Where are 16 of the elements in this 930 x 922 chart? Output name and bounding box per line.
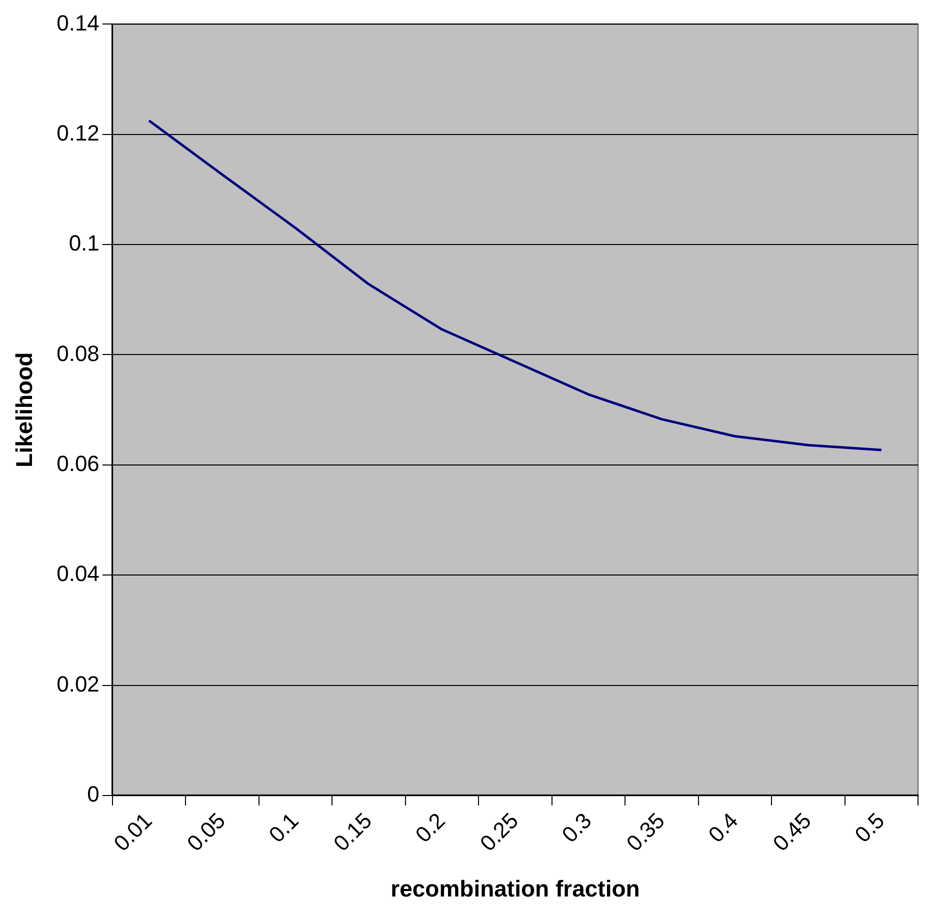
x-tick-label: 0.4 (703, 808, 743, 848)
x-axis-title: recombination fraction (390, 876, 640, 902)
y-tick-label: 0.12 (56, 120, 100, 146)
x-tick-label: 0.2 (410, 808, 450, 848)
y-tick-label: 0.02 (56, 671, 100, 696)
x-tick-label: 0.5 (850, 808, 890, 848)
y-tick-label: 0.06 (56, 450, 100, 476)
y-tick-label: 0.1 (68, 230, 100, 256)
y-tick-label: 0.08 (56, 340, 100, 366)
x-tick-label: 0.01 (108, 808, 157, 856)
y-axis-title: Likelihood (11, 352, 38, 468)
y-tick-label: 0.04 (56, 561, 100, 586)
y-tick-label: 0 (87, 782, 100, 807)
x-tick-label: 0.1 (264, 808, 304, 848)
x-tick-label: 0.3 (556, 808, 596, 848)
y-tick-label: 0.14 (56, 10, 100, 36)
